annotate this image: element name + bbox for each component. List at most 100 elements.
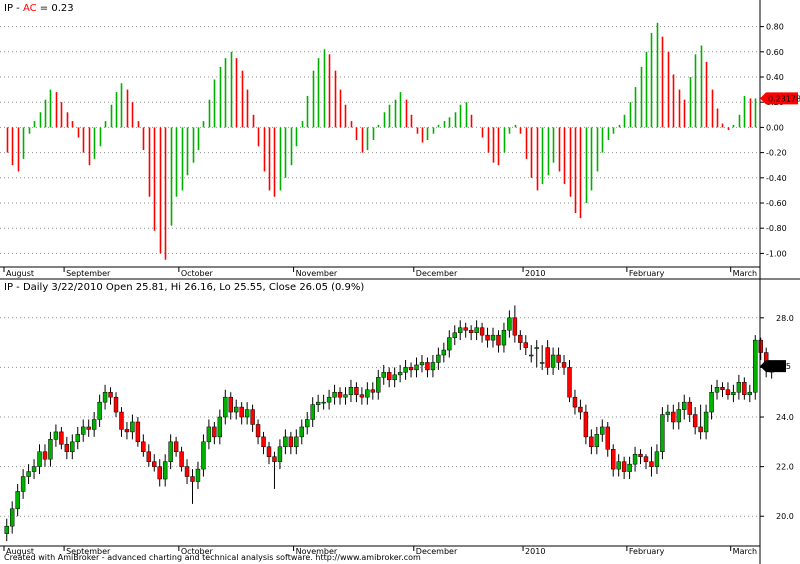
candle-body xyxy=(97,401,102,420)
candle-body xyxy=(370,389,376,393)
candle-body xyxy=(638,453,643,457)
candle-body xyxy=(146,451,152,462)
candle-body xyxy=(736,382,742,393)
candle-body xyxy=(452,332,457,338)
candle-body xyxy=(15,491,20,510)
candle-body xyxy=(4,525,9,534)
candle-body xyxy=(561,362,567,368)
candle-body xyxy=(447,337,452,351)
candle-body xyxy=(425,362,430,371)
candle-body xyxy=(332,391,337,398)
candle-body xyxy=(572,396,578,408)
candle-body xyxy=(643,456,649,462)
candle-body xyxy=(162,461,168,480)
candle-body xyxy=(550,354,556,368)
candle-body xyxy=(671,411,676,423)
candle-body xyxy=(48,439,53,460)
ac-title: IP - AC = 0.23 xyxy=(4,3,74,14)
ac-grid xyxy=(0,26,760,254)
candle-body xyxy=(753,339,758,393)
ac-y-tick-label: 0.80 xyxy=(766,23,784,32)
candle-body xyxy=(239,406,244,418)
candle-body xyxy=(130,421,135,433)
ac-x-tick-label: March xyxy=(733,269,757,278)
price-x-tick-label: February xyxy=(629,547,665,556)
candle-body xyxy=(108,391,113,398)
price-x-tick-label: August xyxy=(6,547,34,556)
candle-body xyxy=(255,424,261,438)
candle-body xyxy=(490,334,496,341)
candle-body xyxy=(474,327,479,333)
candle-body xyxy=(392,374,397,381)
candle-body xyxy=(594,434,600,448)
candle-body xyxy=(458,327,463,333)
ac-x-tick-label: November xyxy=(296,269,338,278)
candle-body xyxy=(64,444,70,452)
candle-body xyxy=(408,367,414,371)
candle-body xyxy=(692,414,698,428)
ac-title-name: AC xyxy=(23,3,37,14)
candle-body xyxy=(616,461,621,470)
candle-body xyxy=(386,372,392,381)
candle-body xyxy=(315,401,321,405)
candle-body xyxy=(359,394,365,398)
price-y-tick-label: 24.0 xyxy=(776,413,794,422)
candle-body xyxy=(272,456,277,462)
candle-body xyxy=(283,436,288,448)
candle-body xyxy=(102,391,108,403)
candle-body xyxy=(348,387,354,395)
candle-body xyxy=(343,394,348,398)
ac-badge-shape xyxy=(760,92,798,105)
candle-body xyxy=(578,406,583,413)
candle-body xyxy=(714,387,720,393)
price-badge-shape xyxy=(760,360,786,373)
candle-body xyxy=(233,406,239,413)
candle-body xyxy=(119,411,124,430)
ac-badge-text: 0.23178 xyxy=(768,94,800,103)
candle-body xyxy=(589,436,594,448)
candle-body xyxy=(512,317,518,336)
candle-body xyxy=(397,372,403,376)
candle-body xyxy=(212,426,217,438)
candle-body xyxy=(135,421,141,443)
candle-body xyxy=(605,426,610,450)
price-badge-text: 26.05 xyxy=(768,362,791,371)
candle-body xyxy=(627,463,632,472)
candle-body xyxy=(184,466,190,477)
candle-body xyxy=(141,441,146,452)
ac-x-tick-label: December xyxy=(416,269,458,278)
candle-body xyxy=(26,471,31,477)
candle-body xyxy=(436,354,441,363)
candle-body xyxy=(223,396,228,418)
candle-body xyxy=(20,476,26,492)
candle-body xyxy=(91,419,97,430)
ac-y-axis: 0.800.600.400.200.00-0.20-0.40-0.60-0.80… xyxy=(759,0,787,279)
candle-body xyxy=(326,396,332,403)
candle-body xyxy=(277,446,283,462)
candle-body xyxy=(529,354,534,357)
candle-body xyxy=(152,461,157,467)
candle-body xyxy=(610,449,616,470)
footer-credit: Created with AmiBroker - advanced charti… xyxy=(4,553,421,562)
price-y-tick-label: 22.0 xyxy=(776,463,794,472)
price-x-axis: August September October November December 20… xyxy=(0,545,760,556)
candle-body xyxy=(266,446,272,457)
ac-y-tick-label: -0.60 xyxy=(766,199,787,208)
candle-body xyxy=(687,401,692,415)
candle-body xyxy=(299,426,304,438)
ac-y-tick-label: 0.00 xyxy=(766,123,784,132)
candle-body xyxy=(173,441,179,452)
candle-body xyxy=(523,342,529,348)
candle-body xyxy=(758,339,763,353)
candle-body xyxy=(501,329,507,346)
candle-body xyxy=(742,382,747,395)
candle-body xyxy=(217,416,223,438)
candle-body xyxy=(337,391,343,398)
candle-body xyxy=(709,391,714,413)
ac-x-tick-label: August xyxy=(6,269,34,278)
candle-body xyxy=(70,441,75,452)
candle-body xyxy=(195,468,201,482)
ac-x-tick-label: 2010 xyxy=(525,269,545,278)
candle-body xyxy=(288,436,294,448)
